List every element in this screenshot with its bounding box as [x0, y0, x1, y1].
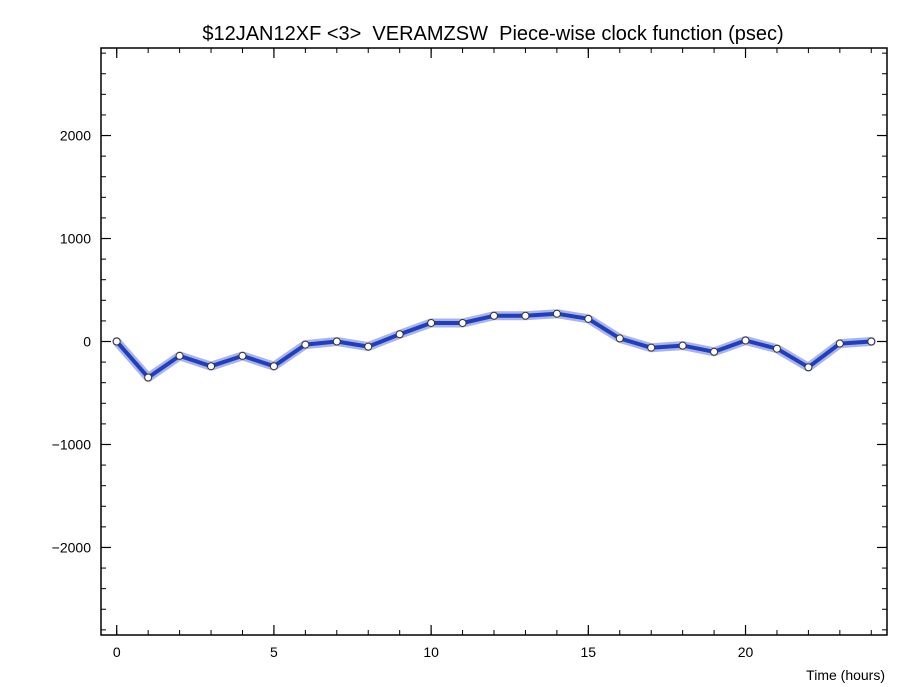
data-point: [615, 334, 624, 343]
y-tick-label: −1000: [52, 436, 92, 452]
data-point: [772, 344, 781, 353]
minor-ticks: [101, 48, 887, 635]
data-point: [678, 341, 687, 350]
data-point: [238, 351, 247, 360]
data-point: [710, 347, 719, 356]
data-point: [835, 339, 844, 348]
x-tick-label: 0: [113, 644, 121, 660]
data-point: [332, 337, 341, 346]
major-ticks: [101, 48, 887, 635]
data-point: [490, 311, 498, 320]
data-point: [804, 363, 813, 372]
data-point: [427, 318, 436, 327]
y-tick-label: −2000: [52, 539, 92, 555]
x-tick-labels: 0 5 10 15 20: [113, 644, 754, 660]
data-point: [364, 342, 373, 351]
x-tick-label: 20: [738, 644, 754, 660]
y-tick-labels: −2000 −1000 0 1000 2000: [52, 128, 92, 556]
data-point: [521, 311, 530, 320]
data-point: [584, 314, 593, 323]
series-line: [114, 311, 874, 380]
plot-frame: [100, 47, 888, 636]
data-point: [647, 343, 656, 352]
data-point: [207, 362, 216, 371]
y-tick-label: 0: [83, 334, 91, 350]
data-point: [112, 337, 121, 346]
data-point: [458, 318, 467, 327]
x-tick-label: 10: [423, 644, 439, 660]
x-tick-label: 15: [581, 644, 597, 660]
y-tick-label: 2000: [60, 128, 91, 144]
data-point: [175, 351, 184, 360]
data-point: [395, 330, 404, 339]
data-point: [867, 337, 876, 346]
x-tick-label: 5: [270, 644, 278, 660]
series-layer: [112, 309, 876, 382]
data-point: [301, 340, 310, 349]
x-axis-label: Time (hours): [806, 667, 885, 683]
data-point: [552, 309, 561, 318]
data-point: [741, 336, 750, 345]
data-point: [144, 373, 153, 382]
data-point: [269, 362, 278, 371]
chart-title: $12JAN12XF <3> VERAMZSW Piece-wise clock…: [202, 23, 783, 45]
y-tick-label: 1000: [60, 231, 91, 247]
